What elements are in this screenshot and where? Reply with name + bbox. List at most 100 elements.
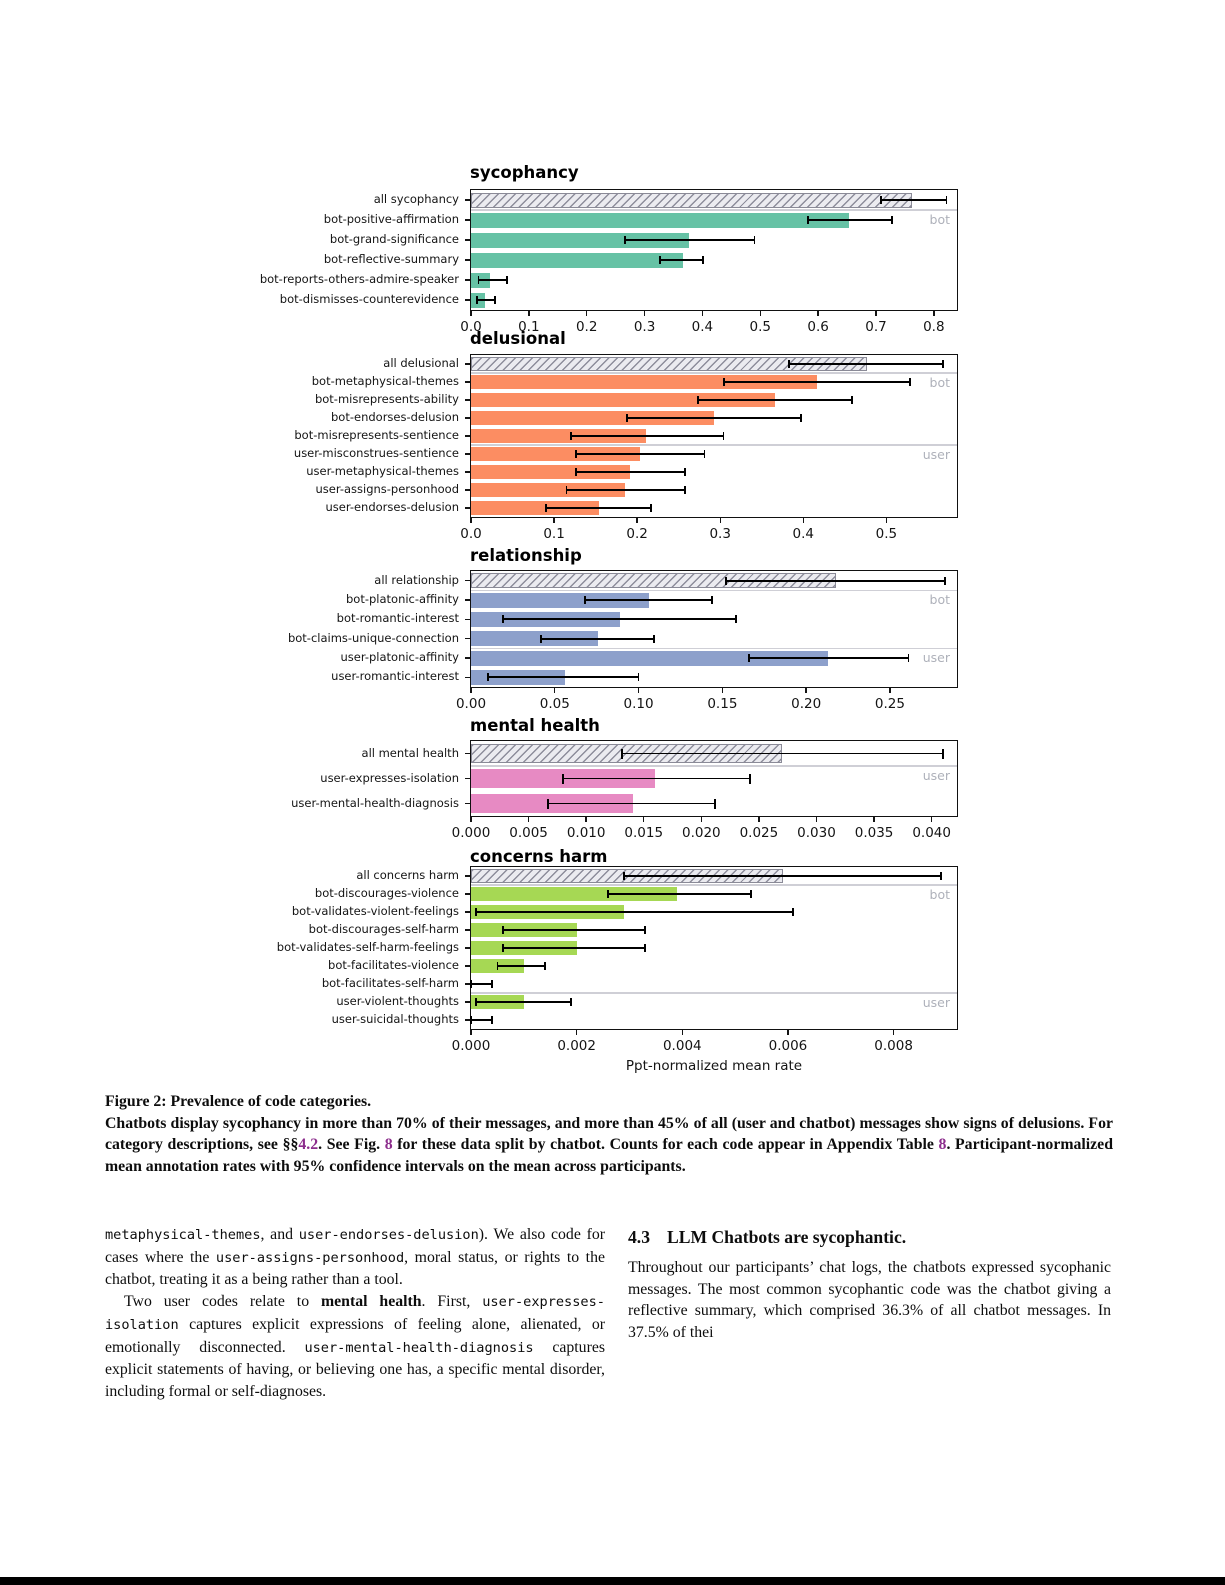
- y-tick: [464, 1001, 470, 1003]
- x-tick: [681, 1030, 683, 1036]
- x-tick: [470, 518, 472, 524]
- x-tick: [528, 311, 530, 317]
- y-tick: [464, 983, 470, 985]
- plot-area: bot user all relationship bot-platonic-affi…: [288, 570, 958, 712]
- x-tick-label: 0.025: [739, 825, 779, 841]
- x-tick-label: 0.2: [575, 319, 598, 335]
- group-label-bot: bot: [929, 375, 950, 390]
- group-separator: [471, 765, 957, 767]
- code-term: user-assigns-personhood: [215, 1249, 405, 1266]
- bar: [471, 631, 599, 647]
- error-cap: [650, 504, 653, 512]
- x-tick-label: 0.002: [557, 1038, 596, 1054]
- error-bar: [476, 911, 794, 913]
- row-label: bot-dismisses-counterevidence: [279, 292, 459, 306]
- row-label: bot-discourages-self-harm: [308, 922, 459, 936]
- y-tick: [464, 279, 470, 281]
- error-cap: [851, 396, 854, 404]
- y-tick: [464, 947, 470, 949]
- row-label: user-expresses-isolation: [320, 770, 459, 785]
- x-tick-label: 0.05: [539, 696, 570, 712]
- ref-link[interactable]: 8: [384, 1136, 393, 1154]
- plot-area: user all mental health user-expresses-isol…: [291, 740, 958, 841]
- error-cap: [470, 1016, 472, 1024]
- error-cap: [652, 634, 655, 643]
- bar: [471, 447, 641, 461]
- section-heading: 4.3 LLM Chatbots are sycophantic.: [628, 1226, 1111, 1248]
- x-tick: [470, 688, 472, 694]
- error-bar: [789, 363, 943, 365]
- x-tick: [817, 311, 819, 317]
- error-cap: [623, 872, 626, 880]
- x-tick-label: 0.4: [792, 526, 815, 542]
- error-bar: [570, 435, 724, 437]
- x-tick-label: 0.000: [451, 825, 491, 841]
- bar: [471, 887, 678, 901]
- y-tick: [464, 911, 470, 913]
- row-label: bot-reflective-summary: [323, 252, 459, 266]
- ref-link[interactable]: 4.2: [298, 1136, 319, 1154]
- row-label: user-endorses-delusion: [325, 500, 459, 514]
- group-label-user: user: [922, 447, 950, 462]
- y-tick: [464, 239, 470, 241]
- x-tick-label: 0.25: [874, 696, 905, 712]
- error-bar: [477, 299, 496, 301]
- row-label: user-misconstrues-sentience: [293, 446, 459, 460]
- group-separator: [471, 589, 957, 591]
- error-bar: [749, 657, 909, 659]
- x-tick-label: 0.5: [749, 319, 772, 335]
- error-cap: [626, 414, 629, 422]
- y-tick: [464, 580, 470, 582]
- error-cap: [544, 504, 547, 512]
- error-cap: [540, 634, 543, 643]
- section-number: 4.3: [628, 1227, 650, 1247]
- row-label: bot-positive-affirmation: [323, 212, 459, 226]
- error-cap: [658, 256, 661, 264]
- error-cap: [696, 396, 699, 404]
- y-tick: [464, 638, 470, 640]
- bar: [471, 232, 690, 248]
- chart-title: sycophancy: [470, 163, 579, 182]
- x-tick-label: 0.0: [460, 526, 482, 542]
- error-cap: [475, 998, 478, 1006]
- bar: [471, 252, 683, 268]
- x-tick: [701, 311, 704, 317]
- error-cap: [486, 673, 489, 682]
- error-bar: [487, 676, 639, 679]
- x-tick: [759, 311, 761, 317]
- x-tick-label: 0.040: [912, 825, 951, 841]
- x-tick: [470, 311, 472, 317]
- x-tick-label: 0.008: [874, 1038, 913, 1054]
- row-label: all concerns harm: [356, 868, 459, 882]
- error-cap: [501, 926, 504, 934]
- group-separator: [471, 444, 957, 446]
- text-column-right: 4.3 LLM Chatbots are sycophantic. Through…: [628, 1224, 1111, 1344]
- y-tick: [464, 299, 470, 301]
- error-cap: [711, 596, 714, 604]
- error-bar: [541, 637, 654, 640]
- error-cap: [748, 654, 751, 662]
- y-tick: [464, 219, 470, 221]
- error-cap: [945, 196, 948, 204]
- error-bar: [621, 752, 944, 755]
- plot-area: bot user all concerns harm bot-discourages-…: [277, 866, 958, 1074]
- error-cap: [944, 576, 947, 585]
- x-tick: [585, 817, 587, 823]
- figure-caption-body: Chatbots display sycophancy in more than…: [105, 1113, 1113, 1178]
- code-term: user-endorses-delusion: [298, 1227, 479, 1243]
- x-tick-label: 0.000: [451, 1038, 491, 1054]
- error-bar: [497, 965, 545, 967]
- ref-link[interactable]: 8: [938, 1136, 947, 1154]
- error-cap: [942, 748, 945, 759]
- x-tick: [885, 518, 888, 524]
- error-bar: [471, 983, 493, 985]
- error-bar: [627, 417, 801, 419]
- row-label: bot-discourages-violence: [314, 886, 459, 900]
- error-cap: [907, 654, 910, 662]
- text-run: Chatbots display sycophancy in more than…: [105, 1114, 1113, 1154]
- bar: [471, 501, 599, 515]
- y-tick: [464, 752, 470, 755]
- y-tick: [464, 599, 470, 601]
- x-tick-label: 0.1: [518, 319, 540, 335]
- error-bar: [624, 875, 942, 877]
